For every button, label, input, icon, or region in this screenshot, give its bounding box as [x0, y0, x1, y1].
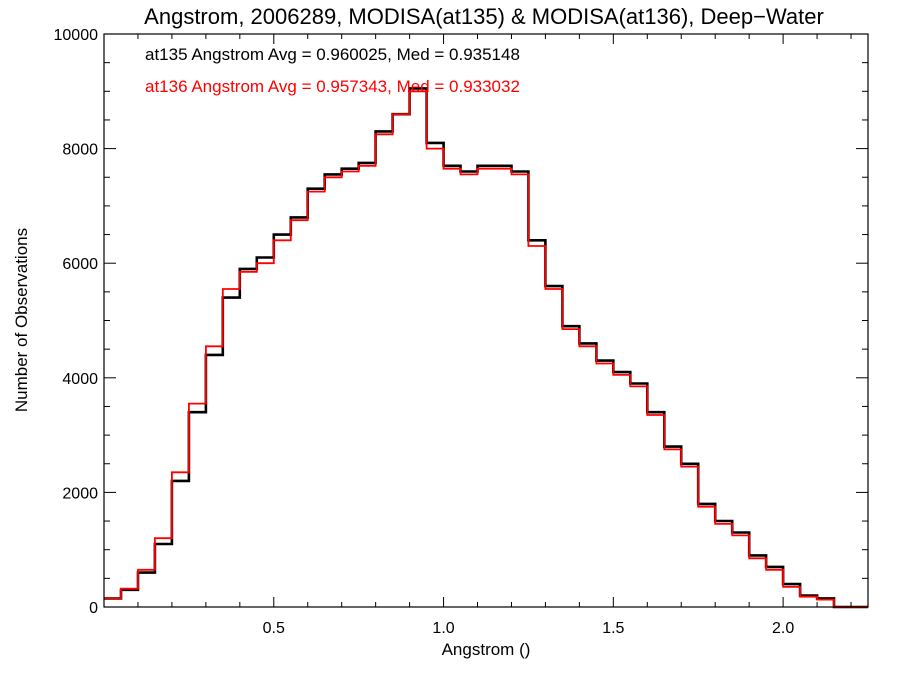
series-line-at135: [104, 87, 868, 609]
x-tick-label: 2.0: [772, 620, 794, 637]
annotation-at136: at136 Angstrom Avg = 0.957343, Med = 0.9…: [145, 77, 520, 96]
y-tick-label: 8000: [62, 142, 98, 159]
y-tick-label: 10000: [54, 27, 99, 44]
plot-frame: [103, 33, 869, 608]
x-tick-label: 1.5: [602, 620, 624, 637]
x-tick-label: 1.0: [432, 620, 454, 637]
y-tick-label: 6000: [62, 256, 98, 273]
y-tick-label: 4000: [62, 371, 98, 388]
y-tick-label: 2000: [62, 485, 98, 502]
annotation-at135: at135 Angstrom Avg = 0.960025, Med = 0.9…: [145, 45, 520, 64]
series-layer: [104, 87, 868, 609]
chart-title: Angstrom, 2006289, MODISA(at135) & MODIS…: [144, 4, 824, 29]
y-tick-label: 0: [89, 600, 98, 617]
x-tick-label: 0.5: [263, 620, 285, 637]
y-axis-label: Number of Observations: [12, 228, 31, 412]
ticks-layer: 0.5 1.0 1.5 2.0 0 2000 4000 6000 8000 10000: [54, 27, 868, 637]
x-axis-label: Angstrom (): [442, 640, 531, 659]
series-line-at136: [104, 90, 868, 608]
